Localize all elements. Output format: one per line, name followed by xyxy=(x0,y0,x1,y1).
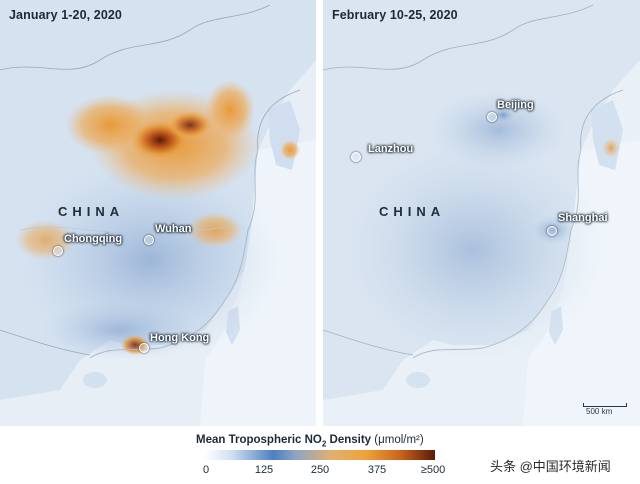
scale-bar-line xyxy=(583,403,627,407)
legend-unit: (μmol/m²) xyxy=(374,434,424,446)
city-marker-chongqing xyxy=(53,246,63,256)
legend-title-text: Mean Tropospheric NO xyxy=(196,434,322,446)
map-panel-february: February 10-25, 2020 CHINA Beijing Lanzh… xyxy=(323,0,640,426)
color-legend: Mean Tropospheric NO2 Density (μmol/m²) … xyxy=(0,426,640,484)
legend-color-bar xyxy=(204,450,435,460)
panel-title-january: January 1-20, 2020 xyxy=(9,8,122,22)
legend-tick-250: 250 xyxy=(310,464,330,476)
legend-tick-0: 0 xyxy=(202,464,210,476)
city-marker-lanzhou xyxy=(351,152,361,162)
country-label-china: CHINA xyxy=(58,204,125,219)
country-label-china-february: CHINA xyxy=(379,204,446,219)
city-label-wuhan: Wuhan xyxy=(155,223,192,235)
legend-title: Mean Tropospheric NO2 Density (μmol/m²) xyxy=(196,434,424,448)
legend-tick-375: 375 xyxy=(367,464,387,476)
scale-bar-label: 500 km xyxy=(586,407,613,416)
legend-title-suffix: Density xyxy=(326,434,372,446)
city-label-beijing: Beijing xyxy=(497,99,534,111)
scale-bar: 500 km xyxy=(583,403,627,417)
map-panel-january: January 1-20, 2020 CHINA Chongqing Wuhan… xyxy=(0,0,316,426)
panel-title-february: February 10-25, 2020 xyxy=(332,8,458,22)
city-marker-beijing xyxy=(487,112,497,122)
city-marker-shanghai xyxy=(547,226,557,236)
city-label-lanzhou: Lanzhou xyxy=(368,143,414,155)
city-marker-wuhan xyxy=(144,235,154,245)
watermark: 头条 @中国环境新闻 xyxy=(490,459,611,474)
city-label-hong-kong: Hong Kong xyxy=(150,332,210,344)
city-label-shanghai: Shanghai xyxy=(558,212,608,224)
legend-tick-500: ≥500 xyxy=(420,464,446,476)
legend-title-subscript: 2 xyxy=(321,439,327,449)
city-label-chongqing: Chongqing xyxy=(64,233,123,245)
map-february xyxy=(323,0,640,426)
legend-tick-125: 125 xyxy=(254,464,274,476)
city-marker-hong-kong xyxy=(139,343,149,353)
map-january xyxy=(0,0,316,426)
